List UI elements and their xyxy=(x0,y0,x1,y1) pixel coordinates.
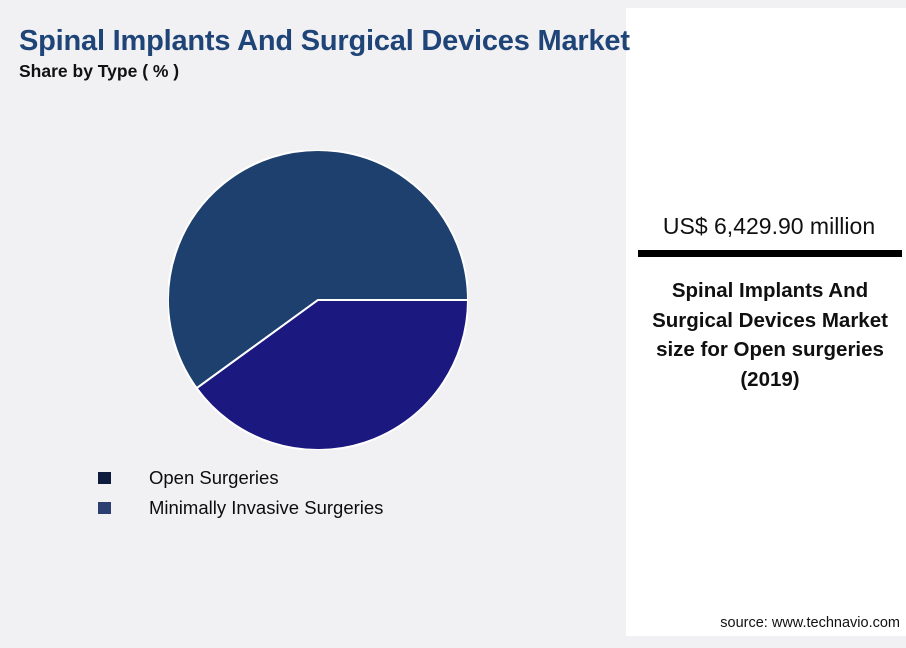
chart-legend: Open Surgeries Minimally Invasive Surger… xyxy=(98,463,578,523)
legend-item-minimally-invasive-surgeries[interactable]: Minimally Invasive Surgeries xyxy=(98,493,578,523)
legend-swatch-icon xyxy=(98,502,111,514)
callout-value: US$ 6,429.90 million xyxy=(662,213,876,239)
pie-chart xyxy=(168,150,468,450)
source-label: source: www.technavio.com xyxy=(720,615,900,631)
legend-swatch-icon xyxy=(98,472,111,484)
pie-chart-svg xyxy=(168,150,468,450)
callout-description: Spinal Implants And Surgical Devices Mar… xyxy=(652,279,888,392)
callout-divider xyxy=(638,250,902,257)
legend-item-open-surgeries[interactable]: Open Surgeries xyxy=(98,463,578,493)
pie-slice[interactable] xyxy=(195,299,468,450)
pie-slice[interactable] xyxy=(168,150,468,390)
chart-subtitle: Share by Type ( % ) xyxy=(19,61,180,81)
chart-title: Spinal Implants And Surgical Devices Mar… xyxy=(19,25,630,57)
legend-item-label: Open Surgeries xyxy=(149,466,279,488)
callout-panel xyxy=(626,8,906,636)
legend-item-label: Minimally Invasive Surgeries xyxy=(149,496,384,518)
